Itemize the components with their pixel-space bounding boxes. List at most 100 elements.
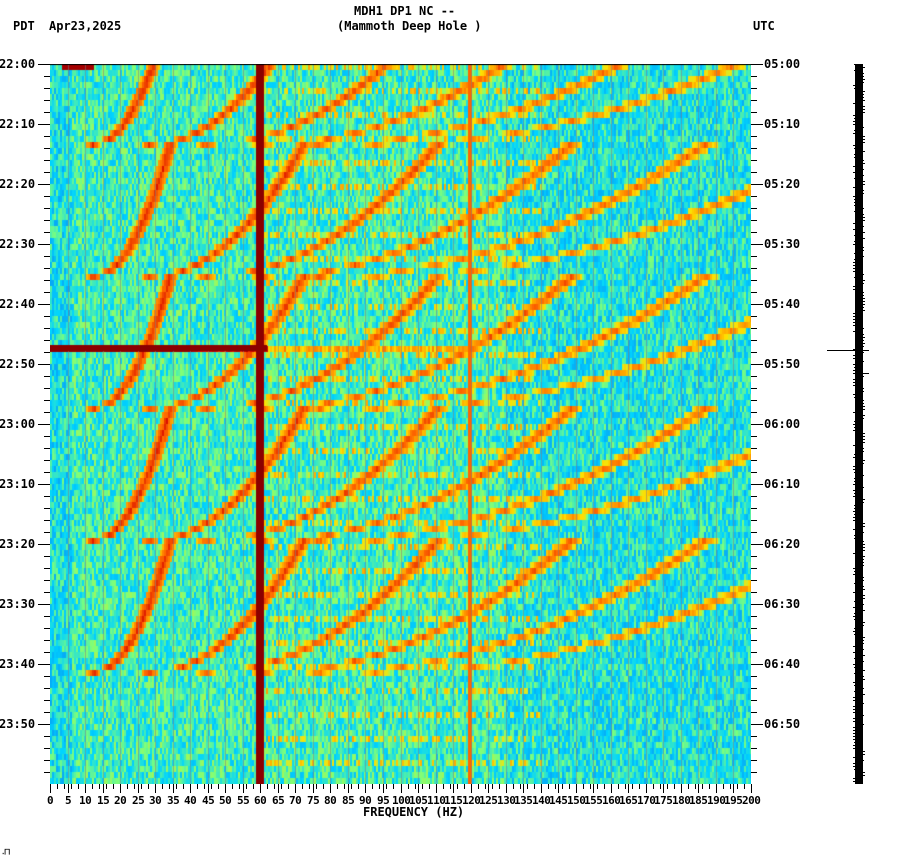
y-tick-right bbox=[751, 328, 757, 329]
x-tick bbox=[348, 784, 349, 793]
x-tick-label: 60 bbox=[254, 794, 267, 807]
trace-jitter bbox=[853, 739, 855, 740]
trace-jitter bbox=[863, 724, 864, 725]
trace-jitter bbox=[854, 481, 855, 482]
trace-jitter bbox=[853, 364, 855, 365]
trace-jitter bbox=[853, 709, 855, 710]
trace-jitter bbox=[853, 172, 855, 173]
y-tick-left bbox=[44, 508, 50, 509]
trace-jitter bbox=[863, 442, 865, 443]
y-tick-right bbox=[751, 484, 763, 485]
trace-jitter bbox=[853, 469, 855, 470]
trace-jitter bbox=[863, 556, 865, 557]
y-tick-left bbox=[44, 448, 50, 449]
y-tick-label-right: 05:00 bbox=[764, 57, 801, 71]
trace-jitter bbox=[853, 394, 855, 395]
trace-jitter bbox=[853, 124, 855, 125]
y-tick-right bbox=[751, 340, 757, 341]
x-tick bbox=[453, 784, 454, 793]
y-tick-left bbox=[38, 544, 50, 545]
trace-jitter bbox=[863, 586, 864, 587]
y-tick-left bbox=[44, 328, 50, 329]
x-tick-label: 90 bbox=[359, 794, 372, 807]
x-tick bbox=[583, 784, 584, 789]
y-tick-right bbox=[751, 292, 757, 293]
trace-jitter bbox=[863, 346, 864, 347]
x-tick bbox=[597, 784, 598, 789]
trace-jitter bbox=[863, 376, 864, 377]
x-tick-label: 25 bbox=[132, 794, 145, 807]
trace-jitter bbox=[854, 673, 855, 674]
y-tick-right bbox=[751, 724, 763, 725]
x-tick-label: 185 bbox=[689, 794, 708, 807]
x-tick bbox=[751, 784, 752, 793]
x-tick bbox=[401, 784, 402, 793]
y-tick-left bbox=[44, 148, 50, 149]
y-tick-label-right: 05:40 bbox=[764, 297, 801, 311]
x-tick bbox=[243, 784, 244, 793]
trace-jitter bbox=[853, 379, 855, 380]
trace-jitter bbox=[863, 307, 864, 308]
y-tick-left bbox=[44, 652, 50, 653]
y-tick-label-left: 22:00 bbox=[0, 57, 36, 71]
x-tick bbox=[113, 784, 114, 789]
trace-jitter bbox=[853, 187, 855, 188]
x-tick bbox=[688, 784, 689, 789]
x-tick bbox=[323, 784, 324, 789]
y-tick-right bbox=[751, 616, 757, 617]
x-tick bbox=[288, 784, 289, 789]
trace-jitter bbox=[863, 418, 864, 419]
trace-jitter bbox=[863, 82, 864, 83]
trace-jitter bbox=[853, 325, 855, 326]
trace-jitter bbox=[854, 118, 855, 119]
y-tick-left bbox=[44, 172, 50, 173]
y-tick-left bbox=[44, 772, 50, 773]
x-tick bbox=[169, 784, 170, 789]
trace-jitter bbox=[863, 679, 865, 680]
x-tick-label: 125 bbox=[479, 794, 498, 807]
trace-jitter bbox=[863, 580, 864, 581]
y-tick-right bbox=[751, 508, 757, 509]
trace-jitter bbox=[854, 583, 855, 584]
trace-jitter bbox=[853, 781, 855, 782]
y-tick-right bbox=[751, 688, 757, 689]
trace-jitter bbox=[863, 532, 864, 533]
y-tick-right bbox=[751, 304, 763, 305]
x-tick bbox=[534, 784, 535, 789]
trace-jitter bbox=[863, 292, 864, 293]
trace-jitter bbox=[863, 112, 865, 113]
trace-jitter bbox=[863, 640, 864, 641]
trace-jitter bbox=[863, 109, 865, 110]
trace-jitter bbox=[854, 571, 855, 572]
trace-jitter bbox=[863, 433, 865, 434]
trace-jitter bbox=[854, 742, 855, 743]
trace-jitter bbox=[863, 256, 864, 257]
y-tick-right bbox=[751, 676, 757, 677]
trace-jitter bbox=[853, 721, 855, 722]
y-tick-right bbox=[751, 136, 757, 137]
trace-jitter bbox=[863, 139, 865, 140]
trace-jitter bbox=[853, 271, 855, 272]
trace-jitter bbox=[853, 115, 855, 116]
trace-jitter bbox=[854, 154, 855, 155]
y-tick-label-left: 23:10 bbox=[0, 477, 36, 491]
trace-jitter bbox=[853, 316, 855, 317]
y-tick-left bbox=[38, 244, 50, 245]
trace-jitter bbox=[863, 643, 864, 644]
y-tick-label-left: 23:40 bbox=[0, 657, 36, 671]
trace-jitter bbox=[854, 667, 855, 668]
x-tick bbox=[471, 784, 472, 793]
y-tick-right bbox=[751, 148, 757, 149]
y-tick-right bbox=[751, 280, 757, 281]
y-tick-right bbox=[751, 208, 757, 209]
trace-jitter bbox=[863, 337, 865, 338]
trace-jitter bbox=[854, 130, 855, 131]
event-marker-line bbox=[827, 350, 869, 351]
y-tick-right bbox=[751, 124, 763, 125]
x-tick-label: 170 bbox=[637, 794, 656, 807]
y-tick-right bbox=[751, 556, 757, 557]
x-tick bbox=[730, 784, 731, 789]
x-tick bbox=[723, 784, 724, 789]
y-tick-label-right: 06:00 bbox=[764, 417, 801, 431]
trace-jitter bbox=[854, 64, 855, 65]
